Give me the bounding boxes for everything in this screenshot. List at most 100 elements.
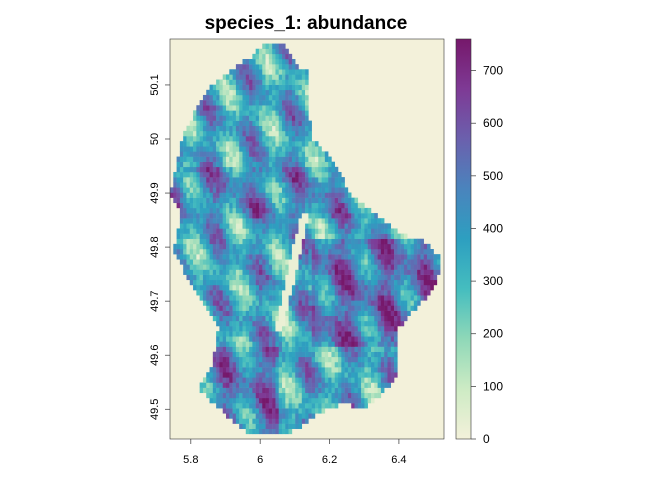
raster-cell-2723 xyxy=(245,192,250,198)
raster-cell-513 xyxy=(288,367,293,373)
raster-cell-1551 xyxy=(331,279,335,286)
raster-cell-3216 xyxy=(245,141,250,147)
raster-cell-790 xyxy=(285,341,289,347)
raster-cell-2033 xyxy=(367,249,372,255)
raster-cell-2128 xyxy=(420,243,424,250)
raster-cell-2695 xyxy=(341,197,345,204)
raster-cell-2903 xyxy=(311,177,316,183)
raster-cell-2564 xyxy=(295,207,299,214)
raster-cell-2457 xyxy=(344,218,349,224)
raster-cell-944 xyxy=(252,326,256,332)
raster-cell-650 xyxy=(370,356,375,363)
raster-cell-1056 xyxy=(249,315,253,322)
raster-cell-3063 xyxy=(183,156,187,162)
raster-cell-483 xyxy=(377,372,382,378)
raster-cell-2538 xyxy=(209,207,214,214)
raster-cell-223 xyxy=(262,392,266,399)
raster-cell-2889 xyxy=(265,177,270,183)
raster-cell-3210 xyxy=(226,141,230,147)
raster-cell-2533 xyxy=(193,207,197,214)
raster-cell-1954 xyxy=(374,254,378,260)
raster-cell-1815 xyxy=(179,259,184,265)
raster-cell-3511 xyxy=(252,100,256,106)
raster-cell-1937 xyxy=(318,254,322,260)
x-tick-label-2: 6.2 xyxy=(322,454,337,466)
raster-cell-2194 xyxy=(384,238,388,245)
raster-cell-1093 xyxy=(370,315,375,322)
raster-cell-3507 xyxy=(239,100,243,106)
raster-cell-3500 xyxy=(216,100,220,106)
raster-cell-851 xyxy=(305,336,309,342)
raster-cell-351 xyxy=(318,382,322,388)
raster-cell-2934 xyxy=(242,171,247,178)
raster-cell-1963 xyxy=(403,254,408,260)
raster-cell-3057 xyxy=(321,161,326,168)
raster-cell-542 xyxy=(384,367,388,373)
raster-cell-1576 xyxy=(413,279,418,286)
raster-cell-1469 xyxy=(305,284,309,291)
raster-cell-596 xyxy=(377,361,382,368)
raster-cell-3627 xyxy=(235,79,240,85)
raster-cell-2202 xyxy=(410,238,415,245)
raster-cell-730 xyxy=(268,346,273,352)
raster-cell-1899 xyxy=(193,254,197,260)
raster-cell-2979 xyxy=(226,166,230,173)
raster-cell-1864 xyxy=(341,259,345,265)
raster-cell-2888 xyxy=(262,177,266,183)
raster-cell-1909 xyxy=(226,254,230,260)
raster-cell-3613 xyxy=(282,84,286,91)
raster-cell-65 xyxy=(255,413,260,419)
raster-cell-196 xyxy=(341,397,345,404)
raster-cell-1835 xyxy=(245,259,250,265)
raster-cell-2241 xyxy=(291,233,296,239)
raster-cell-2638 xyxy=(344,202,349,209)
raster-cell-858 xyxy=(328,336,332,342)
raster-cell-3046 xyxy=(285,161,289,168)
raster-cell-2928 xyxy=(222,171,227,178)
raster-cell-3699 xyxy=(235,64,240,70)
raster-cell-2942 xyxy=(268,171,273,178)
raster-cell-390 xyxy=(258,377,263,383)
raster-cell-3560 xyxy=(206,89,210,96)
raster-cell-3540 xyxy=(242,94,247,101)
raster-cell-64 xyxy=(252,413,256,419)
raster-cell-3741 xyxy=(275,53,279,60)
raster-cell-2019 xyxy=(321,249,326,255)
raster-cell-1186 xyxy=(275,305,279,311)
raster-cell-3109 xyxy=(183,151,187,157)
raster-cell-1626 xyxy=(328,274,332,281)
raster-cell-1674 xyxy=(232,269,237,275)
raster-cell-1419 xyxy=(377,290,382,296)
raster-cell-1636 xyxy=(361,274,365,281)
raster-cell-3645 xyxy=(295,79,299,85)
raster-cell-378 xyxy=(219,377,223,383)
raster-cell-3547 xyxy=(265,94,270,101)
raster-cell-3703 xyxy=(249,64,253,70)
raster-cell-1846 xyxy=(282,259,286,265)
raster-cell-2818 xyxy=(202,182,207,188)
raster-cell-3474 xyxy=(239,105,243,111)
raster-cell-2408 xyxy=(183,218,187,224)
raster-cell-651 xyxy=(374,356,378,363)
raster-cell-2580 xyxy=(347,207,352,214)
raster-cell-56 xyxy=(226,413,230,419)
raster-cell-129 xyxy=(265,403,270,409)
raster-cell-745 xyxy=(318,346,322,352)
raster-cell-3577 xyxy=(262,89,266,96)
raster-cell-1760 xyxy=(258,264,263,270)
raster-cell-3525 xyxy=(298,100,303,106)
raster-cell-3251 xyxy=(226,136,230,142)
raster-cell-1980 xyxy=(193,249,197,255)
raster-cell-3230 xyxy=(291,141,296,147)
raster-cell-104 xyxy=(291,408,296,414)
raster-cell-3437 xyxy=(229,110,233,116)
raster-cell-3758 xyxy=(268,43,273,49)
raster-cell-2254 xyxy=(334,233,339,239)
raster-cell-3346 xyxy=(285,125,289,132)
raster-cell-2115 xyxy=(377,243,382,250)
raster-cell-1998 xyxy=(252,249,256,255)
raster-cell-1443 xyxy=(219,284,223,291)
raster-cell-467 xyxy=(324,372,329,378)
raster-cell-1640 xyxy=(374,274,378,281)
raster-cell-1312 xyxy=(255,295,260,301)
